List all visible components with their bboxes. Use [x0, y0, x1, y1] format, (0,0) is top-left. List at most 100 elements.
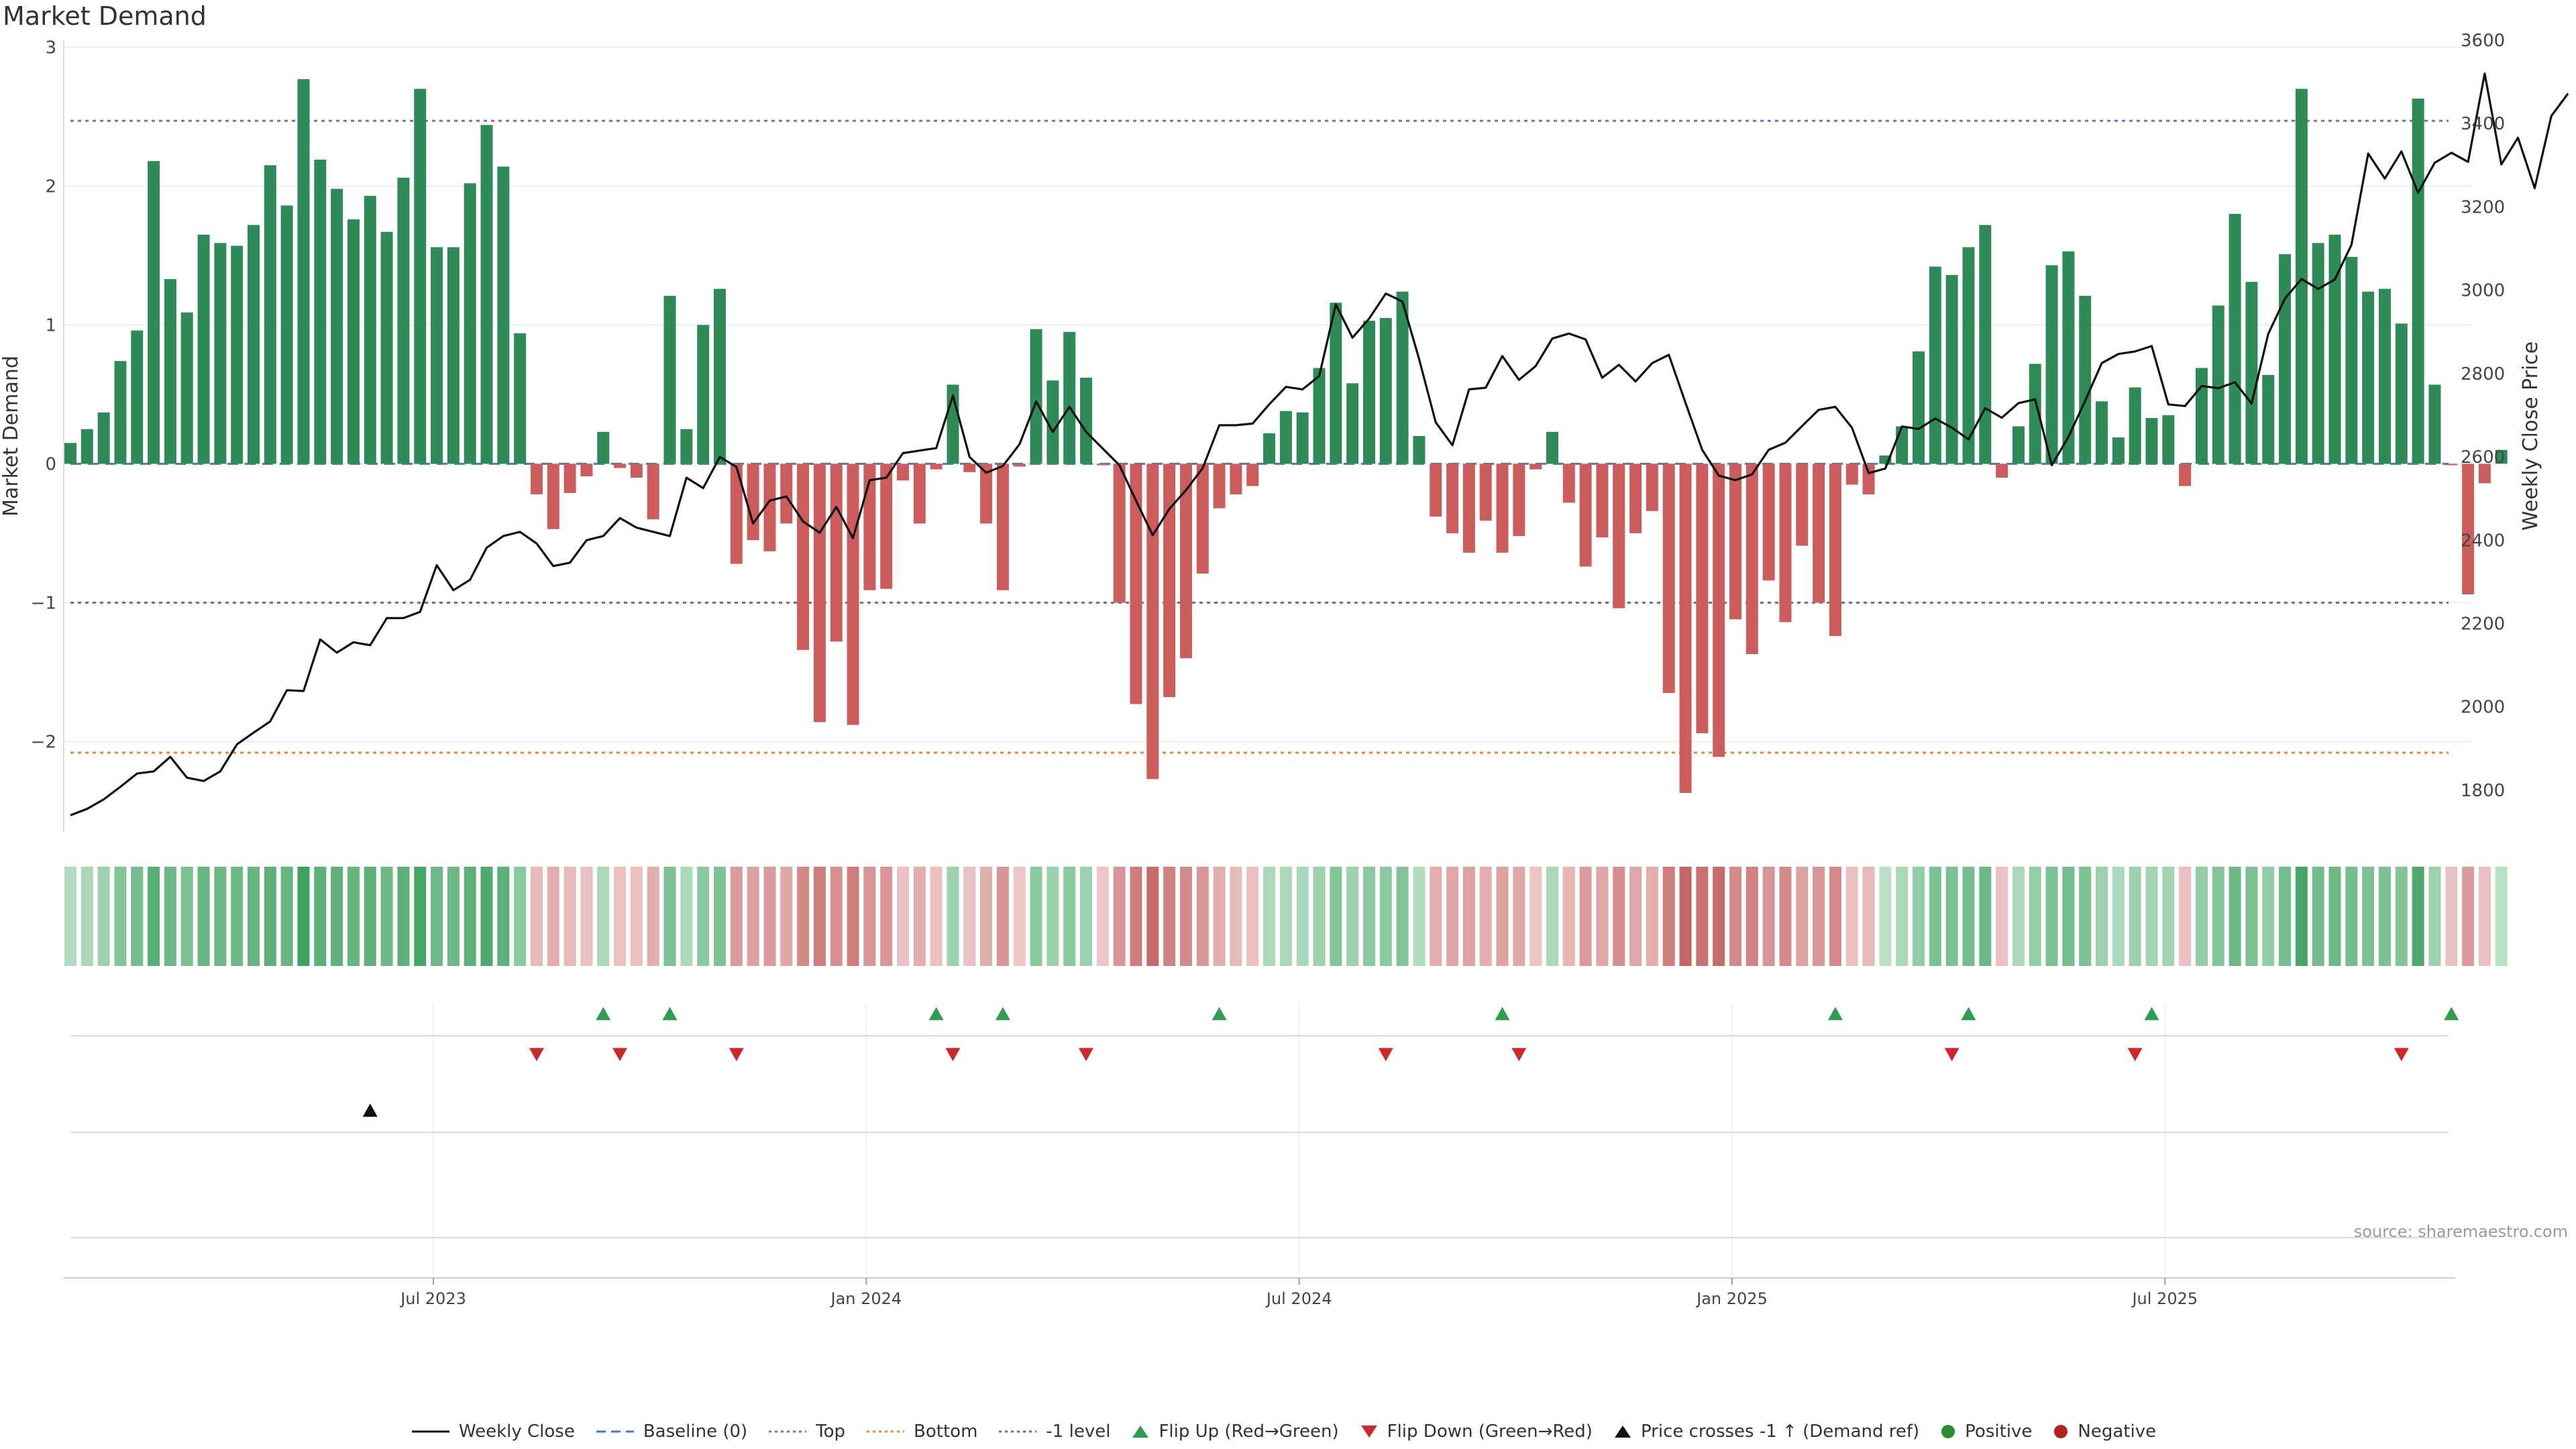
legend-item-minus1: -1 level: [998, 1421, 1110, 1442]
demand-bar: [1513, 464, 1525, 537]
demand-bar: [2312, 243, 2324, 464]
demand-bar: [164, 279, 176, 464]
flip-up-marker: [2144, 1007, 2159, 1020]
demand-bar: [1346, 383, 1359, 464]
legend-label: Positive: [1965, 1421, 2033, 1442]
demand-bar: [80, 429, 93, 464]
weekly-close-line: [70, 72, 2569, 816]
demand-bar: [564, 464, 576, 493]
heat-cell: [897, 867, 909, 966]
heat-cell: [2295, 867, 2308, 966]
demand-bar: [1446, 464, 1459, 533]
demand-bar: [813, 464, 826, 722]
heat-cell: [164, 867, 176, 966]
demand-bar: [797, 464, 810, 650]
heat-cell: [331, 867, 343, 966]
heat-cell: [1046, 867, 1059, 966]
heat-cell: [1713, 867, 1725, 966]
demand-bar: [1396, 291, 1409, 464]
heat-cell: [2195, 867, 2208, 966]
demand-bar: [1196, 464, 1209, 574]
circle-icon: [2054, 1425, 2068, 1438]
demand-bar: [763, 464, 776, 551]
heat-cell: [1913, 867, 1925, 966]
demand-bar: [1146, 464, 1159, 780]
source-note: source: sharemaestro.com: [2353, 1222, 2568, 1241]
demand-bar: [1913, 351, 1925, 464]
flip-up-marker: [995, 1007, 1010, 1020]
heat-cell: [1362, 867, 1375, 966]
demand-bar: [1163, 464, 1176, 698]
demand-bar: [996, 464, 1009, 590]
heat-cell: [713, 867, 726, 966]
demand-bar: [1330, 303, 1342, 464]
heat-cell: [564, 867, 576, 966]
demand-bar: [1096, 464, 1109, 466]
signal-markers: [70, 1007, 2459, 1238]
demand-bar: [214, 243, 227, 464]
heat-cell: [480, 867, 493, 966]
chart-title: Market Demand: [3, 1, 207, 31]
demand-bar: [1729, 464, 1741, 620]
y2-tick-label: 2000: [2461, 698, 2505, 718]
demand-bar: [1929, 266, 1941, 464]
demand-bar: [1230, 464, 1242, 494]
heat-cell: [1562, 867, 1575, 966]
dotted-line-icon: [867, 1430, 905, 1433]
heat-cell: [947, 867, 959, 966]
heat-cell: [1379, 867, 1392, 966]
heat-cell: [530, 867, 543, 966]
demand-bar: [2112, 437, 2125, 464]
line-swatch-icon: [411, 1430, 449, 1433]
demand-bar: [397, 177, 410, 464]
heat-cell: [1246, 867, 1259, 966]
demand-bar: [1896, 426, 1909, 464]
x-tick-label: Jan 2024: [830, 1289, 902, 1308]
demand-bar: [1263, 433, 1276, 464]
demand-bar: [1629, 464, 1642, 533]
y2-tick-label: 3400: [2461, 114, 2505, 134]
y-tick-label: 0: [45, 454, 56, 474]
flip-up-marker: [928, 1007, 944, 1020]
demand-bar: [180, 312, 193, 464]
heat-cell: [1462, 867, 1475, 966]
heat-cell: [148, 867, 160, 966]
heat-cell: [2112, 867, 2125, 966]
demand-bar: [1646, 464, 1658, 511]
heat-cell: [2345, 867, 2358, 966]
demand-bar: [597, 431, 610, 464]
heat-cell: [1013, 867, 1026, 966]
heat-cell: [114, 867, 127, 966]
heat-cell: [2012, 867, 2025, 966]
demand-bar: [1279, 411, 1292, 464]
heat-cell: [2395, 867, 2408, 966]
heat-cell: [1196, 867, 1209, 966]
demand-bar: [2279, 254, 2292, 464]
y-tick-label: 2: [45, 176, 56, 197]
legend-label: Negative: [2078, 1421, 2157, 1442]
demand-bar: [2462, 464, 2475, 594]
heat-cell: [2079, 867, 2092, 966]
demand-bar: [880, 464, 893, 589]
demand-bar: [2295, 89, 2308, 464]
y-tick-label: 1: [45, 315, 56, 335]
demand-bar: [148, 161, 160, 464]
demand-bar: [2328, 234, 2341, 464]
demand-bar: [1613, 464, 1625, 608]
demand-bar: [297, 78, 310, 464]
heat-cell: [1179, 867, 1192, 966]
demand-bar: [1179, 464, 1192, 659]
reference-lines: [70, 119, 2449, 754]
heat-cell: [580, 867, 593, 966]
heat-cell: [2179, 867, 2192, 966]
flip-up-marker: [1961, 1007, 1976, 1020]
demand-bar: [480, 125, 493, 464]
demand-bar: [1030, 329, 1042, 464]
heat-cell: [131, 867, 144, 966]
demand-bar: [647, 464, 659, 520]
heat-cell: [280, 867, 293, 966]
demand-bar: [414, 89, 427, 464]
demand-bar: [1996, 464, 2008, 478]
demand-bar: [530, 464, 543, 494]
heat-cell: [1546, 867, 1558, 966]
